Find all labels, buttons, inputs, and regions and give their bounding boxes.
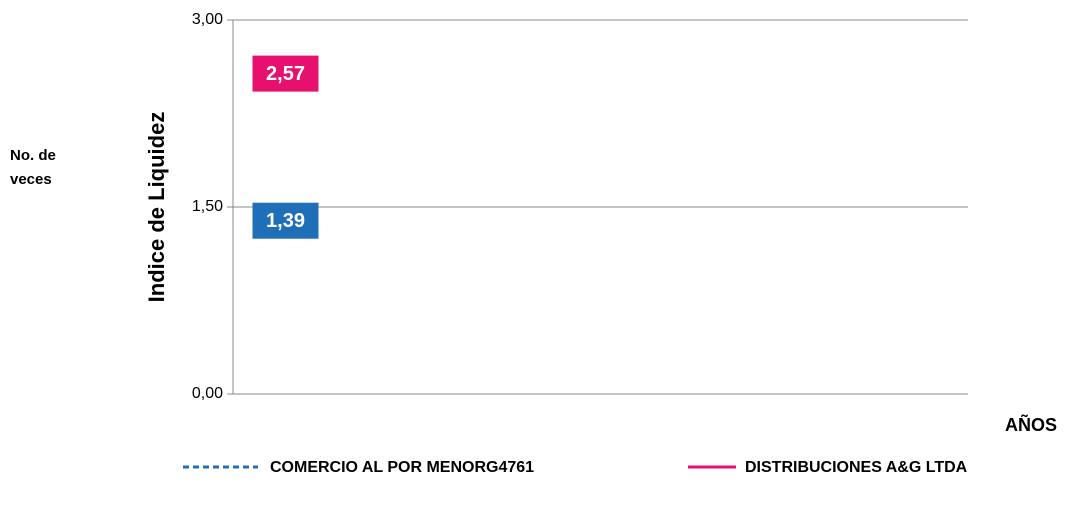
y-tick-label: 3,00	[192, 11, 223, 28]
y-tick-label: 1,50	[192, 198, 223, 215]
y-axis-title: Indice de Liquidez	[144, 112, 169, 303]
data-label: 2,57	[266, 63, 305, 85]
legend-label: COMERCIO AL POR MENORG4761	[270, 459, 534, 476]
data-label-box	[252, 55, 319, 92]
x-axis-title: AÑOS	[1005, 414, 1057, 435]
y-tick-label: 0,00	[192, 385, 223, 402]
data-label: 1,39	[266, 210, 305, 232]
y-unit: No. de	[10, 147, 56, 164]
y-unit: veces	[10, 171, 52, 188]
data-label-box	[252, 202, 319, 239]
legend-label: DISTRIBUCIONES A&G LTDA	[745, 459, 968, 476]
